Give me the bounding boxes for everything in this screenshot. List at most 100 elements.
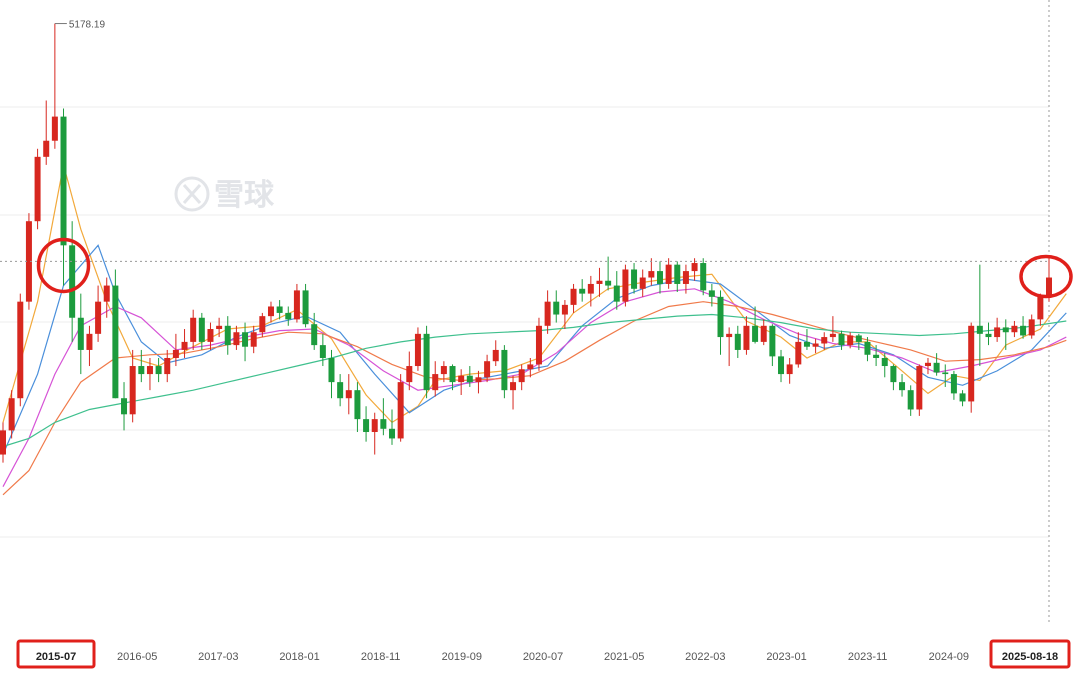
candle-body <box>665 264 672 284</box>
candle-body <box>855 335 862 342</box>
candle-108 <box>933 353 940 376</box>
candle-27 <box>233 325 240 350</box>
candle-10 <box>86 325 93 367</box>
candle-body <box>259 316 266 333</box>
candle-body <box>17 301 24 399</box>
candle-body <box>95 301 102 334</box>
candle-body <box>527 364 534 370</box>
candle-body <box>43 140 50 157</box>
candle-18 <box>155 357 162 383</box>
candle-73 <box>631 263 638 294</box>
candle-59 <box>510 375 517 410</box>
candle-120 <box>1037 293 1044 326</box>
candle-body <box>778 356 785 375</box>
candle-body <box>466 375 473 383</box>
candle-body <box>414 333 421 367</box>
candle-body <box>631 269 638 289</box>
candle-body <box>380 419 387 429</box>
candle-3 <box>25 213 32 310</box>
candle-1 <box>8 390 15 439</box>
candle-103 <box>890 364 897 391</box>
candle-16 <box>138 349 145 383</box>
candle-body <box>216 325 223 330</box>
candle-body <box>51 116 58 141</box>
candle-78 <box>674 261 681 293</box>
candle-81 <box>700 258 707 296</box>
candle-5 <box>43 100 50 165</box>
candle-4 <box>34 148 41 230</box>
candle-88 <box>760 319 767 346</box>
x-tick-label-10: 2023-11 <box>848 651 888 663</box>
candle-33 <box>285 306 292 326</box>
candle-68 <box>587 275 594 307</box>
candle-body <box>674 264 681 284</box>
candle-111 <box>959 390 966 407</box>
watermark-text: 雪球 <box>214 178 275 213</box>
candle-body <box>700 263 707 291</box>
candle-106 <box>916 364 923 416</box>
candle-119 <box>1028 314 1035 339</box>
candle-body <box>406 366 413 383</box>
candle-body <box>959 393 966 402</box>
candle-17 <box>146 357 153 391</box>
candle-89 <box>769 324 776 367</box>
candle-body <box>994 327 1001 338</box>
candle-body <box>561 304 568 315</box>
candle-body <box>25 221 32 302</box>
candle-39 <box>337 374 344 407</box>
candle-40 <box>345 374 352 415</box>
candle-62 <box>535 317 542 371</box>
candle-body <box>691 263 698 272</box>
candle-body <box>224 325 231 346</box>
candle-body <box>34 156 41 222</box>
candle-53 <box>458 369 465 395</box>
candle-body <box>60 116 67 246</box>
x-tick-label-8: 2022-03 <box>685 651 725 663</box>
candle-118 <box>1020 316 1027 339</box>
candle-body <box>682 271 689 284</box>
x-axis: 2015-07 2016-05 2017-03 2018-01 2018-11 2019-… <box>16 639 1071 669</box>
candle-body <box>786 364 793 375</box>
candle-6 <box>51 23 58 149</box>
candle-body <box>933 362 940 373</box>
candle-90 <box>778 349 785 383</box>
candle-body <box>458 375 465 383</box>
candle-body <box>570 288 577 305</box>
candle-body <box>432 374 439 391</box>
candle-body <box>129 366 136 415</box>
candle-41 <box>354 382 361 433</box>
candle-38 <box>328 349 335 399</box>
highlight-circle-latest <box>1019 254 1073 299</box>
candle-body <box>8 398 15 431</box>
candle-body <box>389 428 396 439</box>
candle-body <box>596 280 603 284</box>
candle-body <box>77 317 84 350</box>
candle-77 <box>665 258 672 289</box>
candle-body <box>579 288 586 294</box>
candle-body <box>838 333 845 346</box>
candle-112 <box>968 322 975 413</box>
candle-115 <box>994 317 1001 342</box>
xueqiu-logo-icon <box>174 176 210 212</box>
candle-body <box>155 366 162 375</box>
candle-69 <box>596 267 603 297</box>
x-tick-label-3: 2018-01 <box>279 651 319 663</box>
candle-15 <box>129 349 136 423</box>
candle-body <box>285 312 292 320</box>
candle-body <box>345 390 352 399</box>
candle-body <box>181 341 188 350</box>
candle-75 <box>648 258 655 286</box>
candle-body <box>276 306 283 313</box>
candle-body <box>544 301 551 326</box>
x-tick-label-4: 2018-11 <box>361 651 401 663</box>
candle-76 <box>656 261 663 294</box>
candle-58 <box>501 345 508 399</box>
candle-34 <box>293 283 300 323</box>
candle-body <box>587 283 594 294</box>
candle-body <box>112 285 119 399</box>
candle-86 <box>743 316 750 355</box>
candle-82 <box>708 283 715 307</box>
candle-61 <box>527 357 534 378</box>
candle-67 <box>579 279 586 302</box>
candle-99 <box>855 333 862 350</box>
